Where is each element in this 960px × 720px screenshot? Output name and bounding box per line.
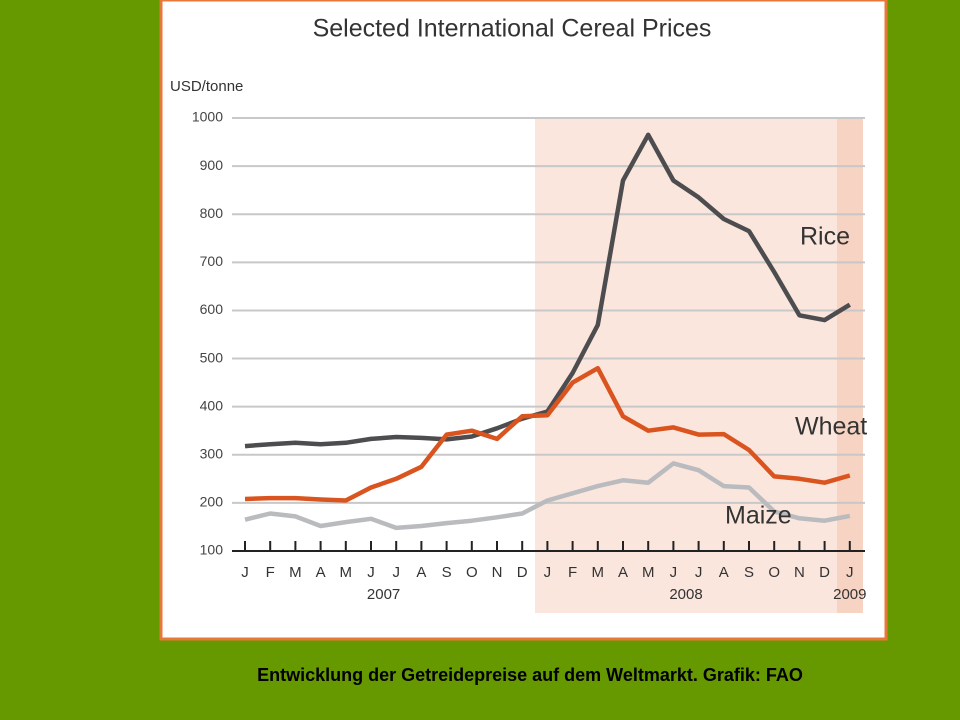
x-tick-label: J [846,564,854,581]
x-tick-label: M [340,564,353,581]
y-tick-label: 1000 [192,109,223,125]
line-series [244,365,851,503]
x-tick-label: J [670,564,678,581]
series-label: Wheat [795,413,867,441]
y-axis-label: USD/tonne [170,78,243,95]
caption: Entwicklung der Getreidepreise auf dem W… [257,665,803,685]
x-tick-label: O [768,564,780,581]
x-tick-label: M [289,564,302,581]
x-tick-label: M [592,564,605,581]
line-series [244,132,851,449]
y-tick-label: 300 [200,445,224,461]
shade-2008 [535,118,837,613]
chart-title: Selected International Cereal Prices [313,15,712,43]
y-tick-label: 200 [200,494,224,510]
shade-2009 [837,118,863,613]
x-tick-label: J [695,564,703,581]
y-tick-label: 400 [200,397,224,413]
x-tick-label: A [416,564,426,581]
x-tick-label: A [618,564,628,581]
x-tick-label: F [568,564,577,581]
y-tick-label: 600 [200,301,224,317]
x-tick-label: S [442,564,452,581]
x-tick-label: J [367,564,375,581]
year-label: 2007 [367,586,400,603]
x-tick-label: D [517,564,528,581]
x-tick-label: J [392,564,400,581]
y-tick-label: 900 [200,157,224,173]
x-tick-label: S [744,564,754,581]
x-tick-label: J [241,564,249,581]
y-tick-label: 700 [200,253,224,269]
chart: Selected International Cereal Prices USD… [159,0,888,641]
line-series [244,461,851,531]
x-tick-label: A [316,564,326,581]
x-tick-label: D [819,564,830,581]
y-tick-label: 500 [200,349,224,365]
x-tick-label: F [266,564,275,581]
y-tick-label: 100 [200,542,224,558]
x-tick-label: O [466,564,478,581]
x-tick-label: N [794,564,805,581]
series-label: Rice [800,223,850,251]
year-label: 2009 [833,586,866,603]
x-tick-label: M [642,564,655,581]
x-tick-label: A [719,564,729,581]
y-tick-label: 800 [200,205,224,221]
x-tick-label: N [492,564,503,581]
year-label: 2008 [669,586,702,603]
series-label: Maize [725,502,792,530]
x-tick-label: J [544,564,552,581]
